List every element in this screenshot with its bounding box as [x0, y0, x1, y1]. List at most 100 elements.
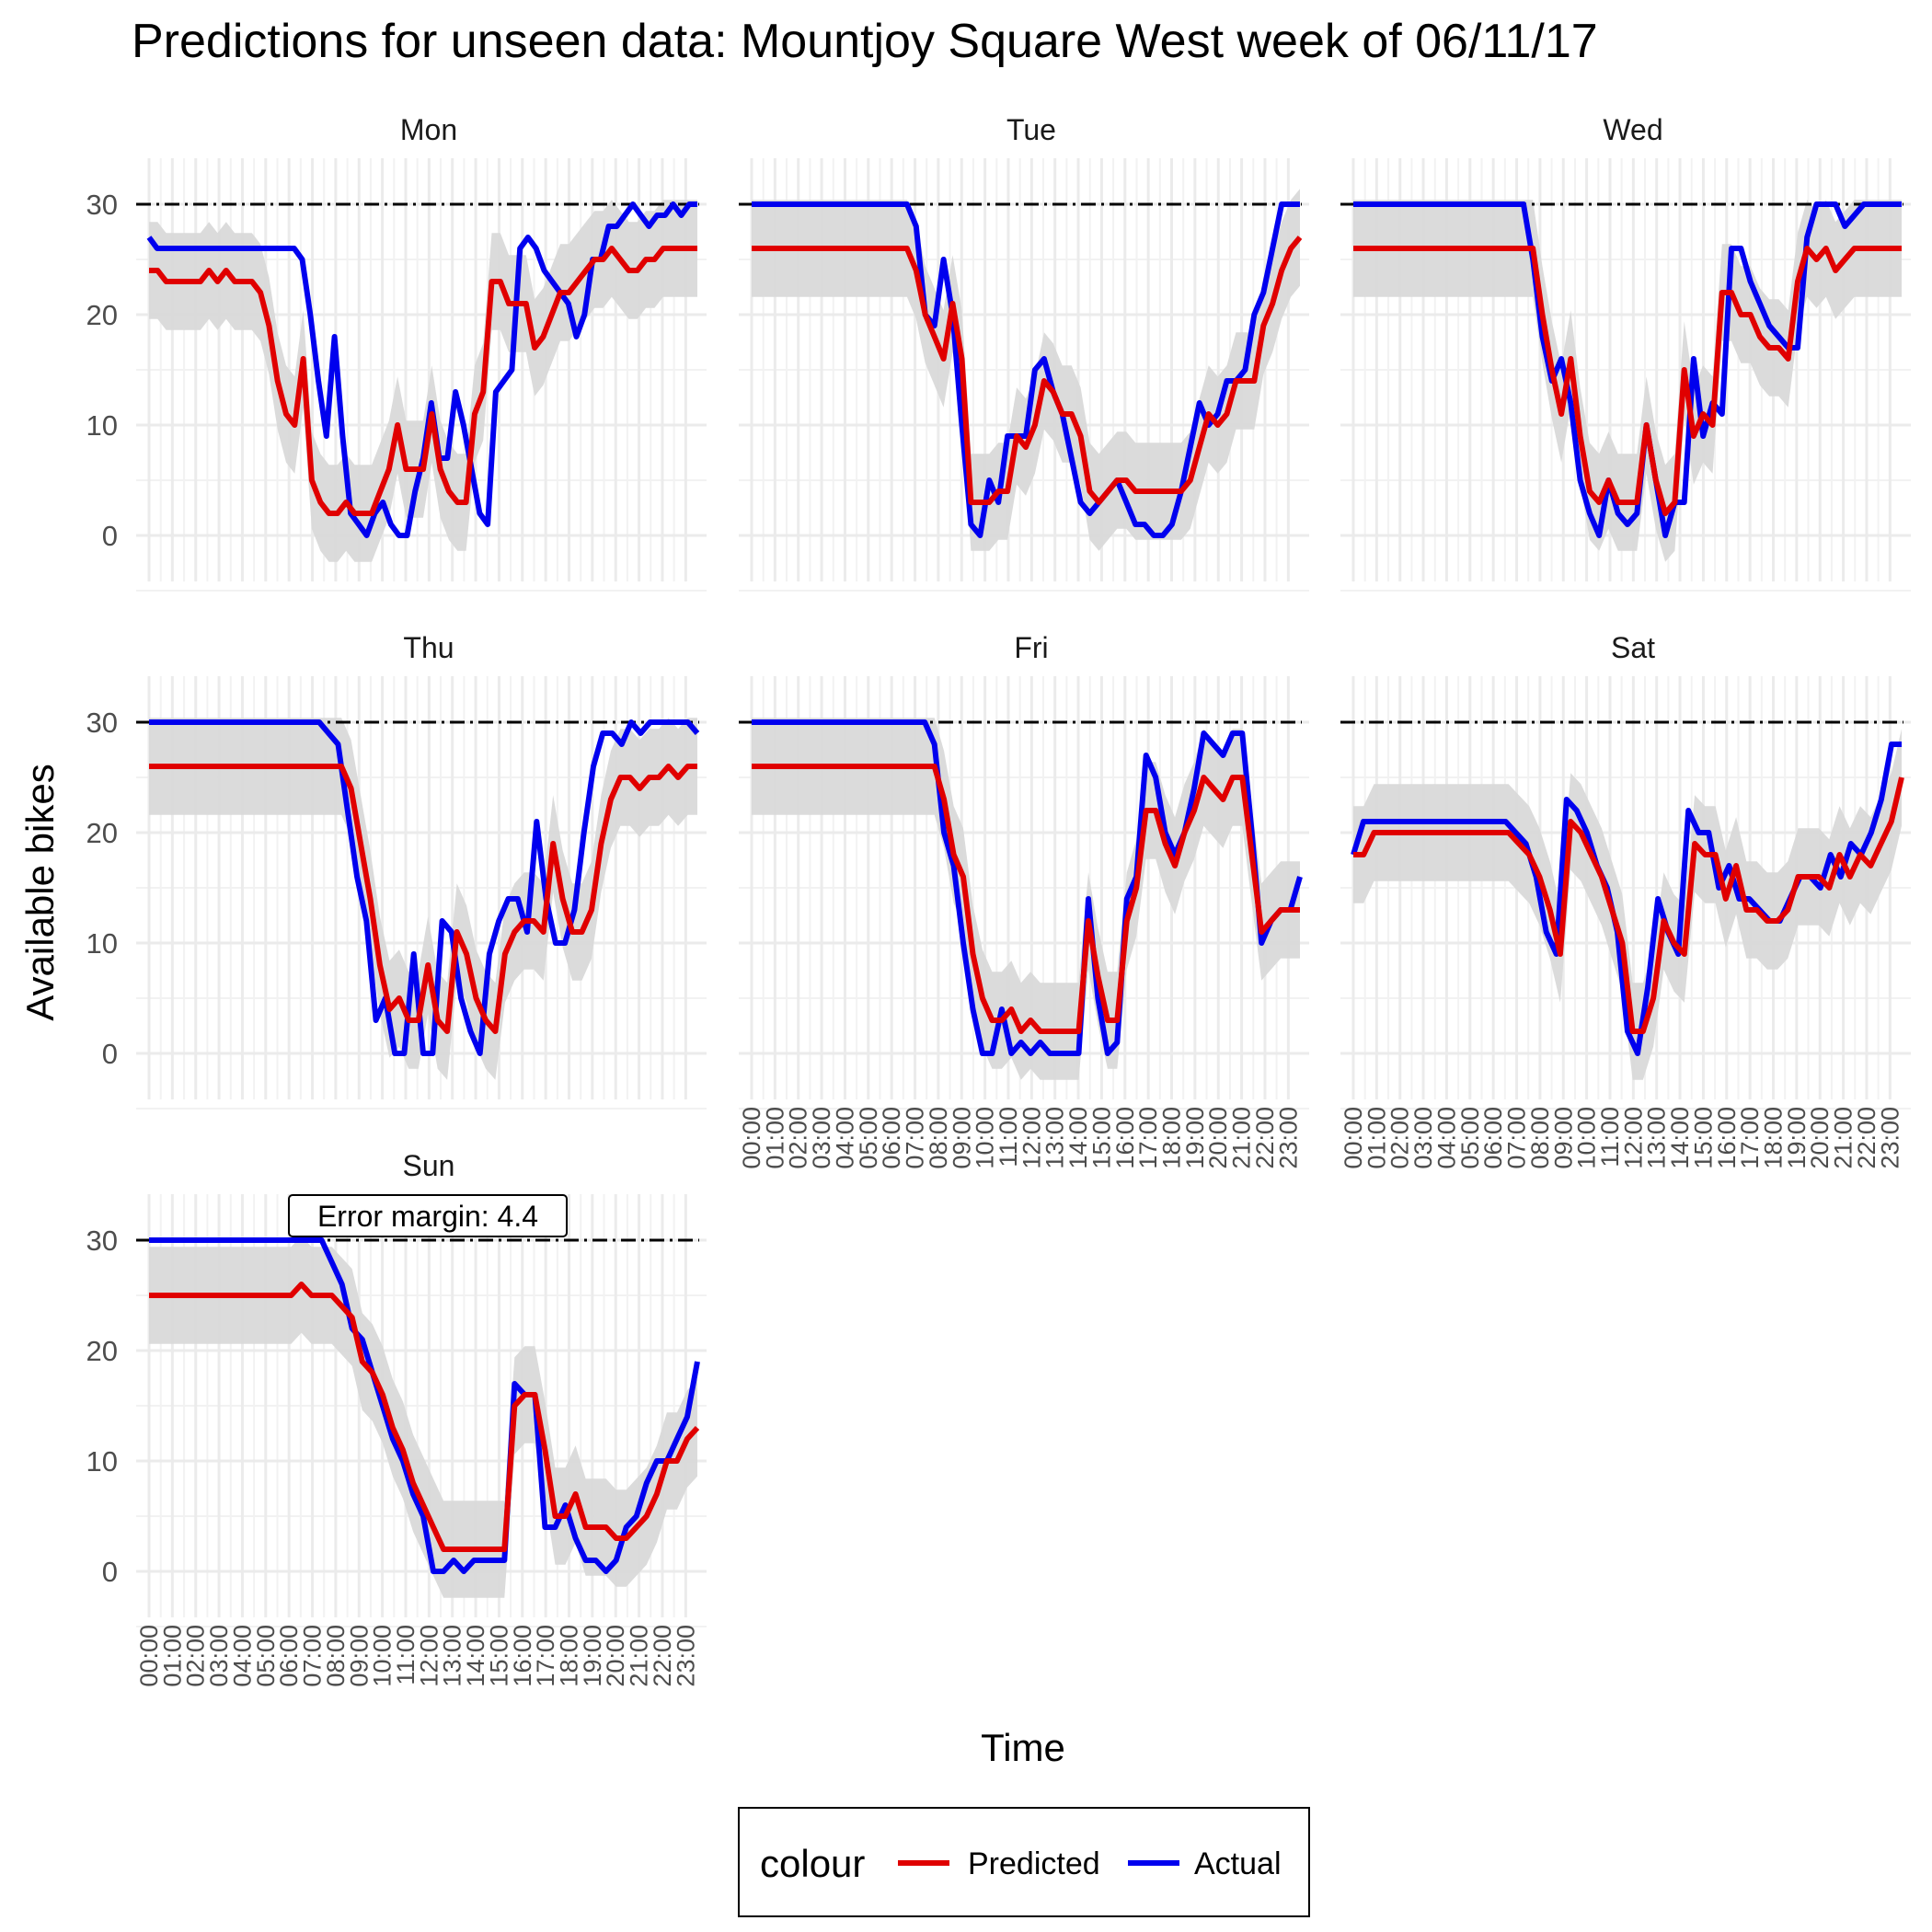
actual-line-tue [752, 201, 1300, 538]
x-tick-label: 22:00 [1853, 1107, 1880, 1169]
error-margin-label: Error margin: 4.4 [288, 1194, 568, 1237]
x-tick-label: 19:00 [1181, 1107, 1209, 1169]
x-tick-label: 02:00 [182, 1625, 210, 1687]
x-tick-label: 20:00 [602, 1625, 629, 1687]
x-tick-label: 17:00 [1736, 1107, 1764, 1169]
x-tick-label: 12:00 [415, 1625, 443, 1687]
actual-line-fri [752, 719, 1303, 1056]
predicted-line-thu [149, 764, 697, 1034]
x-tick-label: 23:00 [672, 1625, 699, 1687]
x-tick-label: 00:00 [738, 1107, 765, 1169]
x-tick-label: 21:00 [1228, 1107, 1256, 1169]
legend: colour Predicted Actual [738, 1807, 1310, 1917]
x-tick-label: 13:00 [1041, 1107, 1069, 1169]
actual-line-wed [1353, 201, 1902, 538]
x-tick-label: 10:00 [1573, 1107, 1601, 1169]
predicted-line-fri [752, 764, 1300, 1034]
x-tick-label: 11:00 [1596, 1107, 1624, 1167]
x-tick-label: 00:00 [135, 1625, 163, 1687]
x-tick-label: 03:00 [808, 1107, 835, 1169]
x-tick-label: 23:00 [1274, 1107, 1302, 1169]
x-tick-label: 03:00 [1409, 1107, 1437, 1169]
y-tick-label: 20 [86, 817, 118, 849]
x-tick-label: 04:00 [228, 1625, 256, 1687]
predicted-line-sat [1353, 776, 1904, 1034]
x-tick-label: 13:00 [1643, 1107, 1671, 1169]
x-tick-label: 06:00 [878, 1107, 905, 1169]
x-tick-label: 08:00 [322, 1625, 350, 1687]
x-tick-label: 01:00 [158, 1625, 186, 1687]
x-tick-label: 06:00 [275, 1625, 303, 1687]
x-tick-label: 14:00 [1666, 1107, 1694, 1169]
x-tick-label: 04:00 [1432, 1107, 1460, 1169]
x-tick-label: 20:00 [1806, 1107, 1834, 1169]
error-band-sun [149, 1236, 697, 1598]
panel-wed: Wed [1340, 113, 1911, 592]
x-tick-label: 16:00 [1713, 1107, 1741, 1169]
x-tick-label: 00:00 [1340, 1107, 1367, 1169]
x-tick-label: 13:00 [439, 1625, 466, 1687]
error-band-sat [1353, 729, 1902, 1080]
x-axis-title: Time [981, 1726, 1065, 1769]
x-tick-label: 17:00 [532, 1625, 559, 1687]
predicted-line-tue [752, 236, 1303, 505]
x-tick-label: 02:00 [1386, 1107, 1414, 1169]
x-tick-label: 10:00 [369, 1625, 397, 1687]
x-tick-label: 23:00 [1876, 1107, 1903, 1169]
legend-label-predicted: Predicted [968, 1846, 1100, 1881]
x-tick-label: 07:00 [902, 1107, 929, 1169]
x-tick-label: 15:00 [485, 1625, 512, 1687]
x-tick-label: 15:00 [1689, 1107, 1717, 1169]
x-tick-label: 08:00 [1526, 1107, 1554, 1169]
x-tick-label: 22:00 [649, 1625, 676, 1687]
y-tick-label: 10 [86, 1445, 118, 1478]
strip-label-sat: Sat [1611, 631, 1655, 664]
x-tick-label: 12:00 [1018, 1107, 1045, 1169]
actual-line-sun [149, 1237, 700, 1574]
strip-label-wed: Wed [1603, 113, 1662, 146]
x-tick-label: 16:00 [1111, 1107, 1139, 1169]
y-axis-title: Available bikes [18, 764, 62, 1020]
x-tick-label: 01:00 [1363, 1107, 1390, 1169]
x-tick-label: 09:00 [345, 1625, 373, 1687]
x-tick-label: 03:00 [205, 1625, 233, 1687]
y-tick-label: 10 [86, 409, 118, 442]
x-tick-label: 11:00 [995, 1107, 1022, 1167]
x-tick-label: 20:00 [1204, 1107, 1232, 1169]
strip-label-thu: Thu [403, 631, 454, 664]
chart-title: Predictions for unseen data: Mountjoy Sq… [132, 15, 1598, 68]
panel-thu: Thu 0 10 20 30 [86, 631, 707, 1110]
y-tick-label: 10 [86, 927, 118, 960]
error-margin-label-box [288, 1194, 568, 1237]
x-tick-label: 14:00 [1064, 1107, 1092, 1169]
legend-title: colour [760, 1842, 865, 1885]
error-band-thu [149, 718, 697, 1080]
panel-fri: Fri 00:0001:0002:0003:0004:0005:0006:0007… [738, 631, 1309, 1169]
predicted-line-sun [149, 1282, 700, 1552]
y-tick-label: 20 [86, 299, 118, 331]
x-tick-label: 07:00 [1503, 1107, 1531, 1169]
x-tick-label: 19:00 [579, 1625, 606, 1687]
x-tick-label: 07:00 [299, 1625, 327, 1687]
x-tick-label: 22:00 [1251, 1107, 1279, 1169]
x-tick-label: 09:00 [1549, 1107, 1577, 1169]
x-tick-label: 17:00 [1134, 1107, 1162, 1169]
x-tick-label: 18:00 [1760, 1107, 1788, 1169]
legend-box [738, 1807, 1310, 1917]
x-tick-label: 11:00 [392, 1625, 420, 1685]
y-tick-label: 20 [86, 1335, 118, 1367]
panel-sat: Sat 00:0001:0002:0003:0004:0005:0006:0007… [1340, 631, 1911, 1169]
x-tick-label: 18:00 [1158, 1107, 1186, 1169]
x-tick-label: 12:00 [1619, 1107, 1647, 1169]
x-tick-label: 18:00 [556, 1625, 583, 1687]
x-tick-label: 02:00 [785, 1107, 812, 1169]
x-tick-label: 05:00 [1456, 1107, 1484, 1169]
predicted-line-wed [1353, 246, 1902, 516]
x-tick-label: 05:00 [855, 1107, 882, 1169]
strip-label-mon: Mon [400, 113, 457, 146]
x-tick-label: 09:00 [948, 1107, 975, 1169]
error-band-wed [1353, 200, 1902, 562]
strip-label-tue: Tue [1006, 113, 1056, 146]
